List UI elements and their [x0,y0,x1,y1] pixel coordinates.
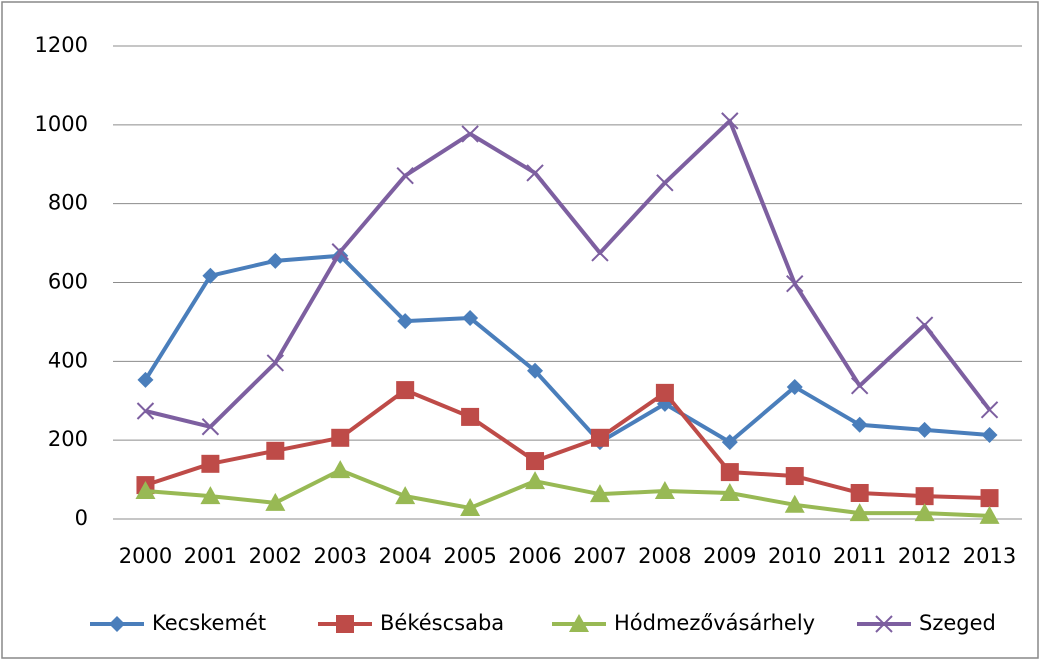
x-tick-label: 2007 [573,544,626,568]
data-point [526,164,544,182]
data-point [461,125,479,143]
x-tick-label: 2001 [184,544,237,568]
y-tick-label: 0 [75,506,88,530]
x-tick-label: 2008 [638,544,691,568]
data-point [267,252,284,269]
data-point [266,354,285,372]
y-tick-label: 1000 [35,112,88,136]
data-point [331,428,350,447]
data-point [721,112,739,130]
data-point [980,489,999,508]
x-tick-label: 2000 [119,544,172,568]
data-point [201,454,220,473]
x-tick-label: 2002 [249,544,302,568]
data-point [850,377,869,395]
data-point [137,371,154,388]
data-point [721,434,738,451]
data-point [720,463,739,482]
x-tick-label: 2009 [703,544,756,568]
data-point [136,402,155,420]
legend-marker [569,614,589,632]
y-tick-label: 800 [48,191,88,215]
legend-label: Hódmezővásárhely [614,611,815,635]
data-point [654,481,675,500]
data-point [590,428,609,447]
legend-marker [109,616,125,632]
data-point [979,505,1000,524]
data-point [591,244,609,262]
legend-label: Szeged [919,611,996,635]
x-tick-label: 2010 [768,544,821,568]
y-tick-label: 600 [48,270,88,294]
data-point [330,460,351,479]
data-point [655,383,674,402]
y-tick-label: 200 [48,427,88,451]
x-tick-label: 2004 [378,544,431,568]
data-point [526,452,545,471]
x-tick-label: 2012 [898,544,951,568]
x-tick-label: 2006 [508,544,561,568]
data-point [396,166,414,185]
legend-label: Kecskemét [152,611,266,635]
x-tick-label: 2011 [833,544,886,568]
data-point [849,503,870,522]
data-point [395,486,416,505]
data-point [460,497,481,516]
legend-marker [336,615,354,633]
data-point [200,486,221,505]
series-line [145,468,990,518]
data-point [331,243,349,261]
data-point [397,313,414,330]
data-point [462,309,479,326]
y-tick-label: 400 [48,348,88,372]
data-point [786,378,803,395]
data-point [786,274,804,293]
data-point [265,492,286,511]
data-point [851,416,868,433]
data-point [980,401,999,419]
series-line [144,118,992,429]
data-point [915,487,934,506]
data-point [850,483,869,502]
data-point [915,316,934,334]
y-tick-label: 1200 [35,33,88,57]
x-tick-label: 2005 [443,544,496,568]
data-point [916,421,933,438]
data-point [785,467,804,486]
data-point [784,494,805,513]
data-point [656,174,674,192]
data-point [525,471,546,490]
data-point [719,482,740,501]
legend-label: Békéscsaba [380,611,504,635]
data-point [589,484,610,503]
data-point [461,407,480,426]
series-line [144,388,990,501]
series-line [143,253,990,445]
x-tick-label: 2003 [314,544,367,568]
data-point [914,503,935,522]
legend-marker [875,615,893,633]
data-point [135,481,156,500]
data-point [981,427,998,444]
data-point [527,362,544,379]
data-point [266,441,285,460]
data-point [396,381,415,400]
x-tick-label: 2013 [963,544,1016,568]
data-point [201,418,220,436]
data-point [202,267,219,284]
